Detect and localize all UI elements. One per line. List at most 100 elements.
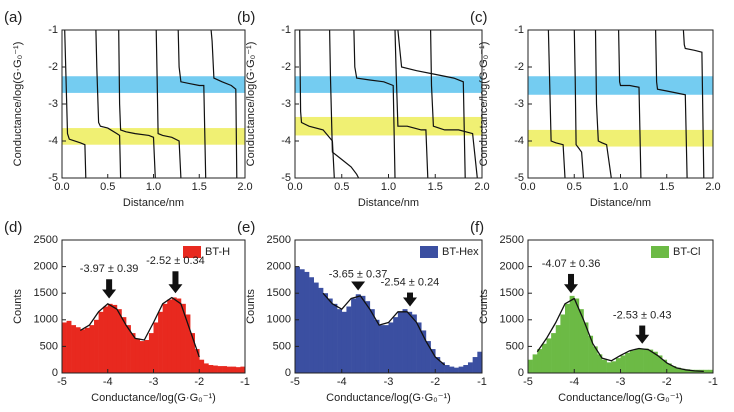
histogram-bar — [643, 348, 649, 373]
x-axis-label: Conductance/log(G·G₀⁻¹) — [326, 392, 451, 404]
histogram-bar — [639, 348, 644, 373]
histogram-bar — [555, 325, 561, 373]
histogram-bar — [463, 365, 469, 373]
y-tick-label: 500 — [506, 340, 524, 352]
x-axis-label: Distance/nm — [358, 197, 419, 209]
x-tick-label: -3 — [616, 376, 626, 388]
y-tick-label: 2500 — [267, 234, 291, 246]
histogram-bar — [625, 352, 631, 373]
histogram-bar — [708, 369, 714, 373]
histogram-bar — [453, 367, 459, 373]
histogram-bar — [629, 350, 635, 373]
conductance-band — [295, 116, 482, 136]
gaussian-fit — [322, 292, 446, 366]
conductance-trace — [210, 29, 238, 179]
histogram-bar — [592, 346, 598, 373]
histogram-bar — [130, 333, 136, 373]
histogram-bar — [393, 317, 399, 373]
histogram-bar — [671, 366, 677, 373]
conductance-trace — [618, 29, 642, 179]
panel-label: (d) — [4, 219, 22, 236]
histogram-bar — [231, 366, 237, 373]
arrow-head — [102, 289, 117, 299]
conductance-trace — [397, 29, 466, 179]
x-axis-label: Distance/nm — [590, 197, 651, 209]
histogram-bar — [327, 298, 333, 373]
arrow-head — [168, 284, 183, 294]
conductance-trace — [573, 29, 585, 179]
y-tick-label: -4 — [48, 135, 58, 147]
y-tick-label: 0 — [285, 367, 291, 379]
conductance-band — [62, 128, 245, 145]
histogram-bar — [551, 333, 557, 373]
conductance-trace — [177, 29, 207, 179]
x-tick-label: -1 — [240, 376, 250, 388]
histogram-bar — [148, 333, 154, 373]
histogram-bar — [569, 295, 575, 373]
y-tick-label: 1500 — [267, 287, 291, 299]
x-axis-label: Conductance/log(G·G₀⁻¹) — [91, 392, 216, 404]
x-tick-label: 1.5 — [659, 181, 674, 193]
histogram-bar — [121, 317, 127, 373]
histogram-bar — [71, 325, 77, 373]
histogram-bar — [662, 359, 668, 373]
histogram-bar — [407, 311, 413, 373]
x-tick-label: 0.0 — [520, 181, 535, 193]
histogram-bar — [80, 329, 86, 373]
histogram-bar — [532, 354, 538, 373]
legend-swatch — [420, 246, 438, 258]
histogram-bar — [397, 311, 403, 373]
peak-arrow — [564, 273, 579, 294]
y-axis-label: Conductance/log(G·G₀⁻¹) — [12, 42, 24, 167]
y-tick-label: 2500 — [34, 234, 58, 246]
histogram-bar — [597, 354, 603, 373]
x-tick-label: -1 — [708, 376, 718, 388]
y-tick-label: -1 — [281, 24, 291, 36]
x-tick-label: -4 — [103, 376, 113, 388]
x-tick-label: 1.5 — [428, 181, 443, 193]
histogram-bar — [620, 355, 626, 373]
conductance-trace — [95, 29, 122, 179]
arrow-shaft — [639, 325, 646, 336]
x-tick-label: 0.5 — [100, 181, 115, 193]
conductance-trace — [430, 29, 478, 179]
histogram-bar — [606, 362, 612, 373]
histogram-bar — [411, 314, 417, 373]
histogram-bar — [313, 282, 319, 373]
x-tick-label: 0.5 — [567, 181, 582, 193]
arrow-head — [403, 297, 418, 307]
histogram-bar — [402, 309, 408, 373]
y-tick-label: 0 — [52, 367, 58, 379]
histogram-bar — [162, 303, 168, 373]
conductance-band — [528, 129, 713, 147]
legend-swatch — [651, 246, 669, 258]
histogram-bar — [139, 341, 145, 373]
conductance-trace — [547, 29, 566, 179]
y-tick-label: 1000 — [34, 314, 58, 326]
histogram-bar — [374, 319, 380, 373]
y-axis-label: Counts — [478, 289, 490, 324]
histogram-bar — [388, 322, 394, 373]
y-tick-label: -4 — [514, 135, 524, 147]
panel-label: (b) — [237, 9, 255, 26]
conductance-trace — [594, 29, 612, 179]
x-axis-label: Distance/nm — [123, 197, 184, 209]
histogram-bar — [171, 297, 177, 373]
conductance-trace — [299, 29, 335, 179]
y-tick-label: 2000 — [500, 261, 524, 273]
panel-label: (f) — [470, 219, 484, 236]
histogram-bar — [89, 325, 95, 373]
peak-annotation: -2.54 ± 0.24 — [381, 276, 440, 288]
y-tick-label: -1 — [514, 24, 524, 36]
panel-label: (a) — [4, 9, 22, 26]
histogram-bar — [615, 358, 621, 373]
histogram-bar — [240, 366, 246, 373]
x-tick-label: -3 — [149, 376, 159, 388]
axes-frame — [61, 29, 246, 179]
arrow-head — [635, 334, 650, 344]
histogram-bar — [318, 287, 324, 373]
histogram-bar — [212, 365, 218, 373]
histogram-bar — [107, 303, 113, 373]
y-axis-label: Counts — [12, 289, 24, 324]
x-tick-label: 1.0 — [381, 181, 396, 193]
